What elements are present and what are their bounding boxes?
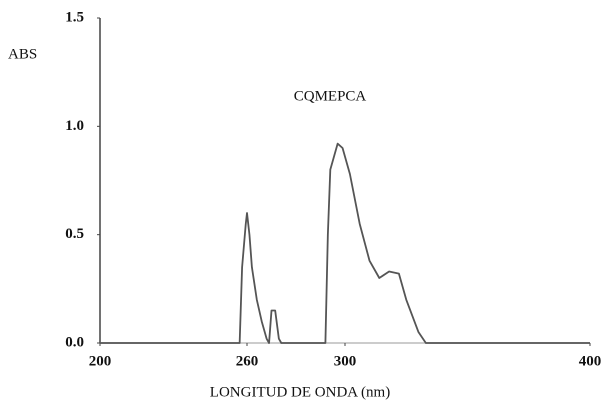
y-axis-label: ABS [8,46,37,62]
x-tick-label: 200 [89,353,112,369]
y-tick-label: 0.0 [65,334,84,350]
y-tick-label: 1.5 [65,9,84,25]
y-tick-label: 1.0 [65,118,84,134]
x-axis-label: LONGITUD DE ONDA (nm) [210,384,390,400]
x-tick-label: 300 [334,353,357,369]
spectrum-line [100,142,590,344]
y-tick-label: 0.5 [65,226,84,242]
x-tick-label: 400 [579,353,602,369]
annotation: CQMEPCA [294,88,367,104]
x-tick-label: 260 [236,353,259,369]
